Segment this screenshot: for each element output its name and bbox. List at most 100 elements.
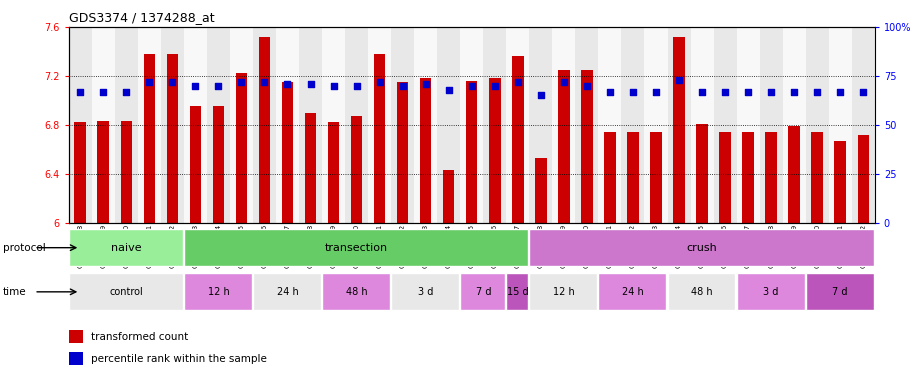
Bar [460, 273, 505, 310]
Bar [69, 27, 92, 223]
Text: protocol: protocol [3, 243, 46, 253]
Bar [782, 27, 806, 223]
Bar [621, 27, 645, 223]
Text: 48 h: 48 h [692, 287, 713, 297]
Text: 24 h: 24 h [277, 287, 299, 297]
Point [787, 88, 802, 94]
Bar [235, 73, 247, 223]
Bar [489, 78, 500, 223]
Point [649, 88, 663, 94]
Point [856, 88, 870, 94]
Bar [322, 273, 390, 310]
Text: transection: transection [325, 243, 388, 253]
Point [303, 81, 318, 87]
Bar [650, 132, 661, 223]
Bar [598, 273, 666, 310]
Bar [691, 27, 714, 223]
Bar [742, 132, 754, 223]
Bar [368, 27, 391, 223]
Point [73, 88, 88, 94]
Bar [829, 27, 852, 223]
Bar [328, 122, 339, 223]
Bar [529, 229, 874, 266]
Text: crush: crush [687, 243, 717, 253]
Point [396, 83, 410, 89]
Bar [121, 121, 132, 223]
Bar [391, 27, 414, 223]
Bar [460, 27, 484, 223]
Point [419, 81, 433, 87]
Bar [213, 106, 224, 223]
Bar [299, 27, 322, 223]
Point [487, 83, 502, 89]
Bar [253, 273, 321, 310]
Bar [92, 27, 114, 223]
Bar [719, 132, 731, 223]
Bar [69, 330, 83, 343]
Text: 3 d: 3 d [763, 287, 779, 297]
Bar [766, 132, 777, 223]
Bar [74, 122, 86, 223]
Bar [207, 27, 230, 223]
Bar [443, 170, 454, 223]
Bar [696, 124, 708, 223]
Bar [529, 27, 552, 223]
Point [464, 83, 479, 89]
Text: percentile rank within the sample: percentile rank within the sample [92, 354, 267, 364]
Bar [759, 27, 782, 223]
Bar [668, 273, 736, 310]
Point [349, 83, 364, 89]
Bar [351, 116, 363, 223]
Bar [397, 82, 409, 223]
Point [326, 83, 341, 89]
Bar [437, 27, 460, 223]
Bar [69, 352, 83, 365]
Point [603, 88, 617, 94]
Bar [184, 229, 529, 266]
Bar [575, 27, 598, 223]
Bar [645, 27, 668, 223]
Bar [345, 27, 368, 223]
Bar [605, 132, 616, 223]
Text: 15 d: 15 d [507, 287, 529, 297]
Bar [144, 54, 155, 223]
Point [833, 88, 847, 94]
Bar [276, 27, 299, 223]
Point [280, 81, 295, 87]
Bar [668, 27, 691, 223]
Bar [69, 229, 182, 266]
Point [580, 83, 594, 89]
Point [211, 83, 225, 89]
Point [718, 88, 733, 94]
Point [372, 79, 387, 85]
Bar [466, 81, 477, 223]
Point [257, 79, 272, 85]
Text: naive: naive [111, 243, 142, 253]
Text: control: control [109, 287, 143, 297]
Bar [114, 27, 137, 223]
Text: 7 d: 7 d [475, 287, 491, 297]
Bar [852, 27, 875, 223]
Bar [167, 54, 178, 223]
Bar [414, 27, 437, 223]
Bar [558, 70, 570, 223]
Text: 3 d: 3 d [418, 287, 433, 297]
Text: transformed count: transformed count [92, 331, 189, 341]
Bar [806, 273, 874, 310]
Bar [736, 27, 759, 223]
Bar [789, 126, 800, 223]
Text: 12 h: 12 h [553, 287, 574, 297]
Bar [714, 27, 736, 223]
Bar [137, 27, 161, 223]
Bar [253, 27, 276, 223]
Bar [184, 273, 252, 310]
Point [188, 83, 202, 89]
Bar [834, 141, 846, 223]
Bar [184, 27, 207, 223]
Bar [322, 27, 345, 223]
Bar [190, 106, 202, 223]
Bar [806, 27, 829, 223]
Point [510, 79, 525, 85]
Point [165, 79, 180, 85]
Bar [282, 82, 293, 223]
